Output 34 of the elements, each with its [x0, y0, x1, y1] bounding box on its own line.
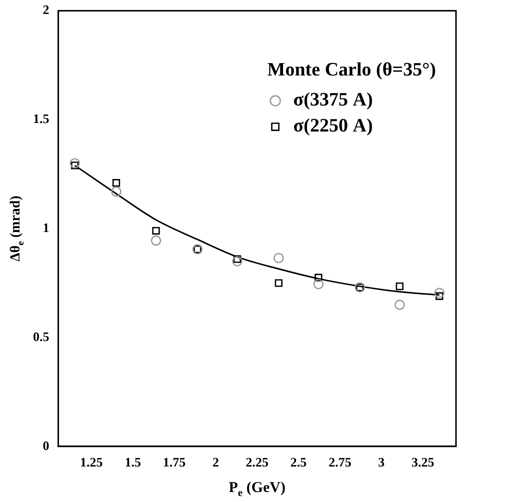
point — [233, 255, 242, 263]
y-axis-title: Δθe (mrad) — [8, 195, 26, 262]
legend-label: σ(2250 A) — [293, 116, 373, 137]
x-tick-label: 3.25 — [411, 454, 435, 470]
legend-title: Monte Carlo (θ=35°) — [267, 60, 436, 81]
x-tick-label: 2.25 — [246, 454, 269, 470]
y-tick-label: 1 — [42, 220, 50, 235]
point — [274, 252, 284, 264]
x-tick-label: 1.75 — [162, 454, 186, 470]
point — [434, 288, 445, 298]
point — [436, 292, 444, 300]
x-tick-label: 2.75 — [328, 454, 352, 470]
x-tick-label: 1.25 — [80, 454, 104, 470]
point — [112, 179, 120, 187]
point — [314, 274, 322, 282]
point — [396, 282, 404, 290]
point — [274, 279, 282, 287]
y-tick-label: 0.5 — [33, 328, 50, 344]
x-tick-label: 2 — [212, 454, 219, 470]
point — [70, 162, 79, 170]
point — [70, 158, 80, 168]
legend-label: σ(3375 A) — [293, 90, 373, 111]
y-tick-label: 0 — [42, 438, 50, 453]
point — [150, 235, 162, 246]
point — [394, 300, 405, 310]
x-tick-label: 2.5 — [290, 454, 308, 470]
y-tick-label: 1.5 — [33, 111, 50, 126]
point — [313, 278, 324, 290]
x-tick-label: 3 — [378, 454, 386, 470]
point — [111, 186, 122, 197]
x-tick-label: 1.5 — [124, 454, 142, 470]
point — [152, 226, 160, 235]
y-tick-label: 2 — [42, 2, 50, 18]
point — [232, 256, 242, 266]
